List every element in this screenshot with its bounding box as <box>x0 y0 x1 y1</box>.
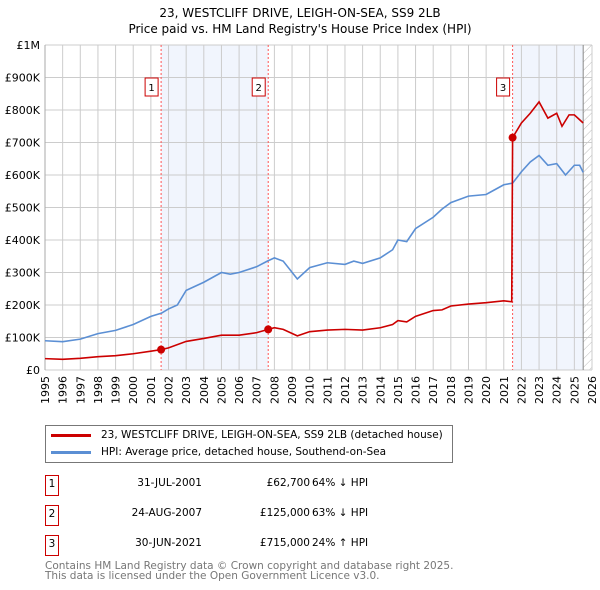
sale-label: 3 <box>500 83 506 94</box>
sale-date: 31-JUL-2001 <box>137 477 202 489</box>
sale-hpi: 24% ↑ HPI <box>312 537 369 549</box>
sale-hpi: 63% ↓ HPI <box>312 507 369 519</box>
x-tick-label: 2025 <box>568 376 581 404</box>
x-tick-label: 2013 <box>357 376 370 404</box>
x-tick-label: 2003 <box>180 376 193 404</box>
x-tick-label: 2018 <box>445 376 458 404</box>
sale-price: £62,700 <box>266 477 310 489</box>
x-tick-label: 2004 <box>198 376 211 404</box>
x-tick-label: 2022 <box>515 376 528 404</box>
y-tick-label: £100K <box>5 332 41 345</box>
y-tick-label: £700K <box>5 137 41 150</box>
footer: Contains HM Land Registry data © Crown c… <box>45 560 454 582</box>
y-tick-label: £600K <box>5 169 41 182</box>
chart-subtitle: Price paid vs. HM Land Registry's House … <box>128 22 471 36</box>
sale-label-box <box>144 77 159 97</box>
x-tick-label: 1998 <box>92 376 105 404</box>
y-tick-label: £0 <box>26 364 40 377</box>
footer-line-1: Contains HM Land Registry data © Crown c… <box>45 560 454 572</box>
sale-hpi: 64% ↓ HPI <box>312 477 369 489</box>
y-tick-label: £1M <box>17 39 41 52</box>
sale-label: 2 <box>256 83 262 94</box>
x-tick-label: 1999 <box>110 376 123 404</box>
x-tick-label: 2002 <box>163 376 176 404</box>
x-tick-label: 2000 <box>127 376 140 404</box>
sale-point <box>264 325 273 334</box>
x-tick-label: 2005 <box>215 376 228 404</box>
x-tick-label: 2012 <box>339 376 352 404</box>
sale-number: 1 <box>45 475 59 496</box>
legend-swatch-hpi <box>51 450 91 454</box>
x-tick-label: 2016 <box>410 376 423 404</box>
x-tick-label: 2007 <box>251 376 264 404</box>
x-tick-label: 2001 <box>145 376 158 404</box>
sale-label-box <box>496 77 511 97</box>
sale-price: £715,000 <box>259 537 310 549</box>
legend-swatch-property <box>51 433 91 437</box>
x-tick-label: 2008 <box>268 376 281 404</box>
sale-price: £125,000 <box>259 507 310 519</box>
sale-row: 3 30-JUN-2021 £715,000 24% ↑ HPI <box>45 535 445 556</box>
y-tick-label: £200K <box>5 299 41 312</box>
x-tick-label: 2020 <box>480 376 493 404</box>
x-tick-label: 2019 <box>462 376 475 404</box>
x-tick-label: 2026 <box>586 376 599 404</box>
sale-label: 1 <box>148 83 154 94</box>
x-tick-label: 1997 <box>74 376 87 404</box>
legend-label-hpi: HPI: Average price, detached house, Sout… <box>101 446 387 458</box>
chart-title: 23, WESTCLIFF DRIVE, LEIGH-ON-SEA, SS9 2… <box>159 6 440 20</box>
x-tick-label: 2024 <box>551 376 564 404</box>
sale-date: 30-JUN-2021 <box>135 537 202 549</box>
x-tick-label: 2009 <box>286 376 299 404</box>
sale-number: 2 <box>45 505 59 526</box>
x-tick-label: 1996 <box>57 376 70 404</box>
price-chart: 23, WESTCLIFF DRIVE, LEIGH-ON-SEA, SS9 2… <box>5 6 599 404</box>
x-tick-label: 2017 <box>427 376 440 404</box>
x-tick-label: 2021 <box>498 376 511 404</box>
series-line <box>44 100 584 361</box>
sale-number: 3 <box>45 535 59 556</box>
x-tick-label: 2015 <box>392 376 405 404</box>
sale-label-box <box>251 77 266 97</box>
footer-line-2: This data is licensed under the Open Gov… <box>45 570 380 582</box>
y-tick-label: £900K <box>5 72 41 85</box>
sale-point <box>508 133 517 142</box>
x-tick-label: 2010 <box>304 376 317 404</box>
y-tick-label: £800K <box>5 104 41 117</box>
sale-date: 24-AUG-2007 <box>131 507 202 519</box>
legend-label-property: 23, WESTCLIFF DRIVE, LEIGH-ON-SEA, SS9 2… <box>101 429 443 441</box>
y-tick-label: £400K <box>5 234 41 247</box>
x-tick-label: 1995 <box>39 376 52 404</box>
x-tick-label: 2014 <box>374 376 387 404</box>
series-line <box>44 154 584 343</box>
x-tick-label: 2023 <box>533 376 546 404</box>
y-tick-label: £300K <box>5 267 41 280</box>
sale-point <box>157 345 166 354</box>
sale-row: 2 24-AUG-2007 £125,000 63% ↓ HPI <box>45 505 445 526</box>
x-tick-label: 2006 <box>233 376 246 404</box>
sale-row: 1 31-JUL-2001 £62,700 64% ↓ HPI <box>45 475 445 496</box>
x-tick-label: 2011 <box>321 376 334 404</box>
legend: 23, WESTCLIFF DRIVE, LEIGH-ON-SEA, SS9 2… <box>45 425 453 463</box>
y-tick-label: £500K <box>5 202 41 215</box>
